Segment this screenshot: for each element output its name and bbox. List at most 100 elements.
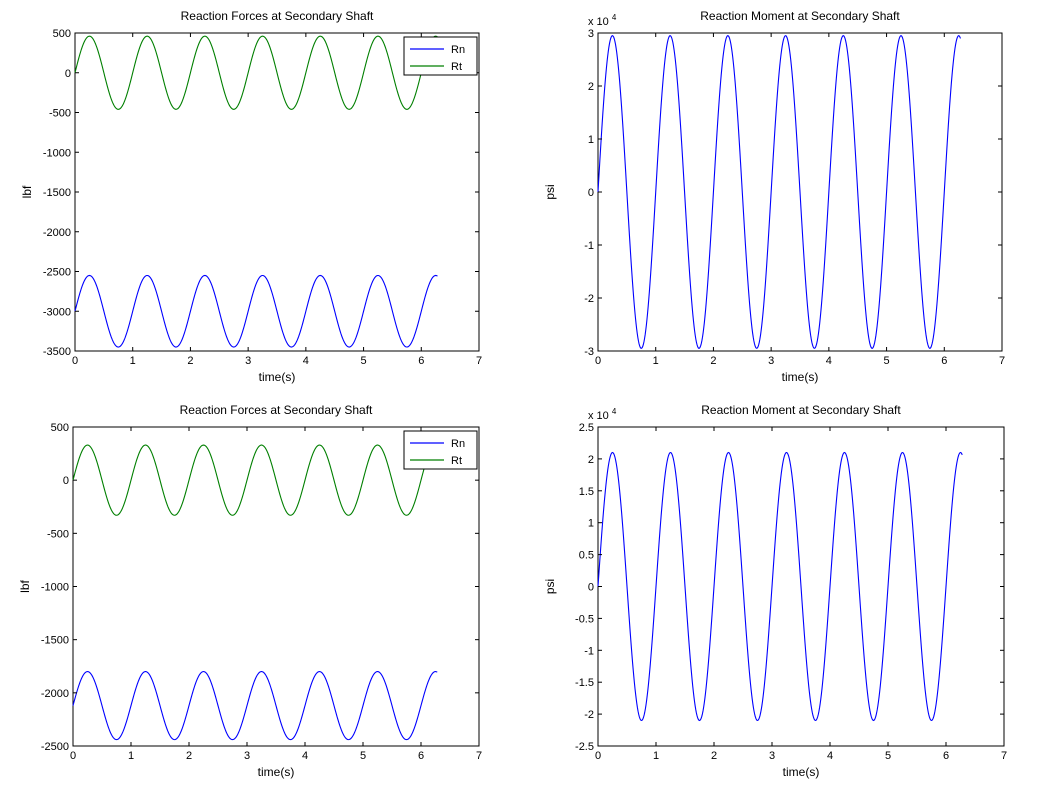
y-tick-label: -2.5 [575,741,594,753]
y-tick-label: 1 [588,134,594,146]
x-tick-label: 5 [884,355,890,367]
legend-entry-rn: Rn [451,44,465,56]
y-tick-label: -2500 [43,267,71,279]
y-tick-label: 500 [53,28,71,40]
x-tick-label: 5 [885,750,891,762]
y-tick-label: 0 [588,187,594,199]
y-axis-label: psi [543,184,557,199]
chart-title: Reaction Moment at Secondary Shaft [700,9,900,23]
y-tick-label: -2 [584,293,594,305]
x-tick-label: 1 [653,355,659,367]
x-tick-label: 3 [245,355,251,367]
series-line-moment [597,35,961,349]
chart-4: 0 1 2 3 4 5 6 7 2.5 2 1.5 1 0.5 0 -0.5 -1 -1.5 -2 -2.5 Reac… [543,403,1007,779]
x-tick-label: 4 [302,750,308,762]
chart-title: Reaction Forces at Secondary Shaft [181,9,374,23]
y-tick-label: -1000 [43,147,71,159]
legend-entry-rt: Rt [451,61,462,73]
legend: Rn Rt [403,36,478,76]
x-tick-label: 6 [941,355,947,367]
y-tick-label: -2500 [41,741,69,753]
plot-frame [74,32,480,352]
y-axis-label: lbf [18,580,32,593]
y-tick-label: 1.5 [579,486,594,498]
x-tick-label: 6 [418,355,424,367]
y-tick-label: 0 [63,475,69,487]
x-tick-label: 4 [827,750,833,762]
y-tick-label: 1 [588,518,594,530]
series-line-rn [72,671,438,741]
series-line-rt [72,444,438,516]
y-exponent-label: x 10 4 [588,13,617,28]
y-tick-label: -2000 [43,227,71,239]
y-tick-label: -2 [584,709,594,721]
x-tick-label: 6 [943,750,949,762]
series-line-rn [74,274,438,348]
x-tick-label: 0 [72,355,78,367]
series-line-moment [597,451,963,722]
y-tick-label: 2 [588,81,594,93]
x-tick-label: 0 [595,355,601,367]
x-tick-label: 7 [476,355,482,367]
x-tick-label: 3 [768,355,774,367]
y-tick-label: 0.5 [579,550,594,562]
chart-1: 0 1 2 3 4 5 6 7 500 0 -500 -1000 -1500 -2000 -2500 -300… [20,9,482,384]
legend: Rn Rt [403,430,478,470]
x-tick-label: 7 [1001,750,1007,762]
y-tick-label: -3500 [43,346,71,358]
y-axis-label: lbf [20,185,34,198]
y-tick-label: 0 [65,68,71,80]
x-tick-label: 2 [187,355,193,367]
chart-3: 0 1 2 3 4 5 6 7 500 0 -500 -1000 -1500 -2000 -2500 Reac… [18,403,482,779]
x-tick-label: 3 [244,750,250,762]
legend-box [403,36,478,76]
y-tick-label: -3 [584,346,594,358]
y-tick-label: -1500 [43,187,71,199]
y-tick-label: -500 [49,108,71,120]
y-tick-label: 2.5 [579,422,594,434]
x-axis-label: time(s) [258,765,295,779]
x-tick-label: 0 [70,750,76,762]
y-axis-label: psi [543,579,557,594]
plot-frame [72,426,480,747]
x-axis-label: time(s) [259,370,296,384]
y-tick-label: 3 [588,28,594,40]
y-tick-label: -1000 [41,582,69,594]
y-tick-label: -3000 [43,306,71,318]
legend-entry-rt: Rt [451,455,462,467]
y-tick-label: -2000 [41,688,69,700]
x-tick-label: 0 [595,750,601,762]
y-tick-label: -0.5 [575,613,594,625]
legend-box [403,430,478,470]
series-line-rt [74,35,438,110]
x-tick-label: 2 [186,750,192,762]
chart-title: Reaction Moment at Secondary Shaft [701,403,901,417]
chart-title: Reaction Forces at Secondary Shaft [180,403,373,417]
y-tick-label: -500 [47,528,69,540]
y-tick-label: -1 [584,645,594,657]
y-tick-label: 0 [588,582,594,594]
x-tick-label: 3 [769,750,775,762]
x-tick-label: 4 [826,355,832,367]
x-tick-label: 7 [476,750,482,762]
y-tick-label: -1 [584,240,594,252]
x-tick-label: 5 [361,355,367,367]
x-tick-label: 4 [303,355,309,367]
x-tick-label: 7 [999,355,1005,367]
x-tick-label: 5 [360,750,366,762]
x-tick-label: 1 [653,750,659,762]
y-tick-label: -1.5 [575,677,594,689]
y-tick-label: -1500 [41,635,69,647]
x-tick-label: 2 [710,355,716,367]
y-tick-label: 2 [588,454,594,466]
x-axis-label: time(s) [783,765,820,779]
x-tick-label: 2 [711,750,717,762]
y-exponent-label: x 10 4 [588,407,617,422]
x-axis-label: time(s) [782,370,819,384]
legend-entry-rn: Rn [451,438,465,450]
y-tick-label: 500 [51,422,69,434]
chart-2: 0 1 2 3 4 5 6 7 3 2 1 0 -1 -2 -3 Reaction Moment at Sec… [543,9,1005,384]
x-tick-label: 1 [130,355,136,367]
x-tick-label: 1 [128,750,134,762]
